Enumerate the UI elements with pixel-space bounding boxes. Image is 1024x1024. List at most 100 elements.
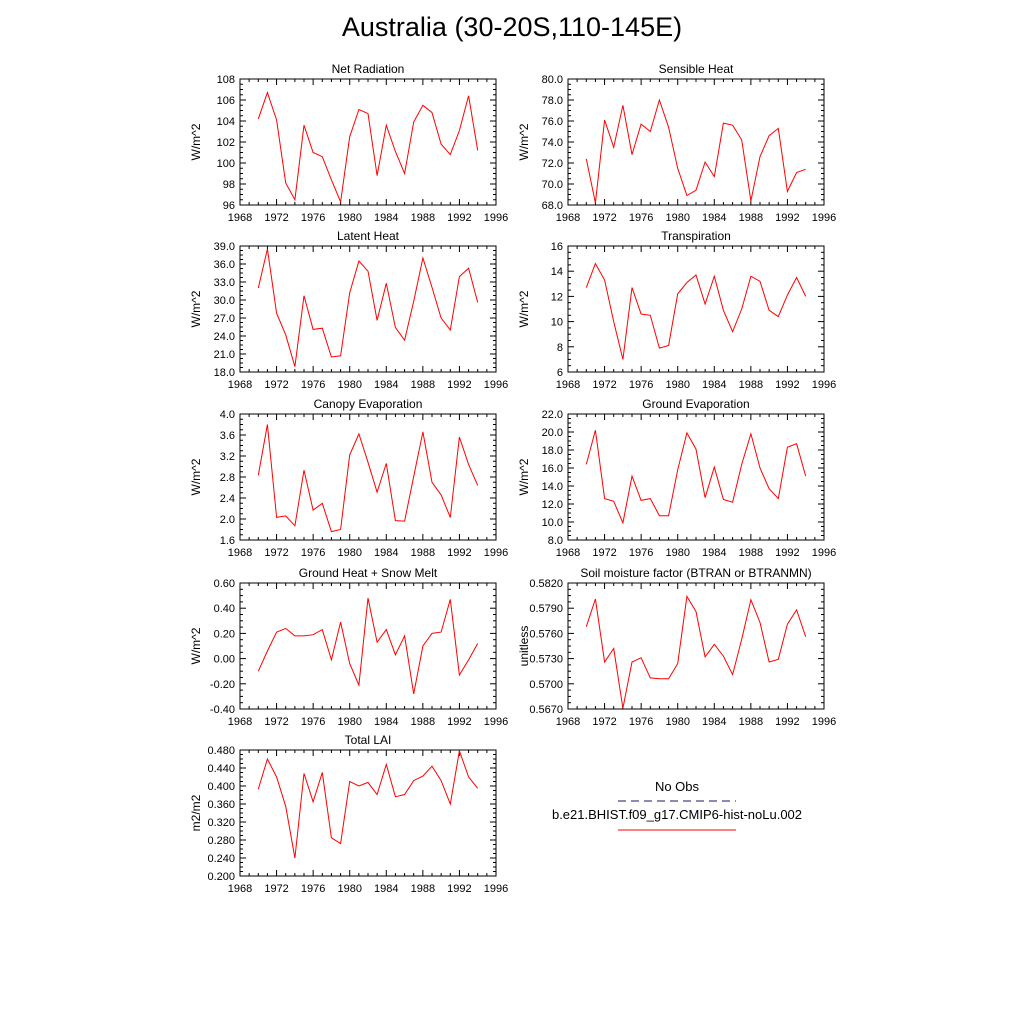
x-tick-label: 1992 — [447, 547, 471, 559]
x-tick-label: 1992 — [775, 716, 799, 728]
x-tick-label: 1992 — [447, 883, 471, 895]
y-tick-label: 0.280 — [207, 835, 235, 847]
x-tick-label: 1976 — [629, 212, 653, 224]
panel-6: Ground Heat + Snow Melt W/m^2 1968 1972 1976… — [189, 566, 508, 728]
x-tick-label: 1996 — [484, 883, 508, 895]
y-tick-label: 10.0 — [542, 517, 563, 529]
x-tick-label: 1988 — [411, 212, 435, 224]
y-tick-label: 12 — [551, 291, 563, 303]
series-line — [257, 91, 479, 204]
series-line — [585, 98, 806, 204]
plot-frame — [567, 245, 825, 373]
x-tick-label: 1968 — [556, 547, 580, 559]
y-tick-label: 70.0 — [542, 179, 563, 191]
x-tick-label: 1996 — [484, 547, 508, 559]
panel-3: Transpiration W/m^2 1968 1972 1976 1980 1984 19… — [517, 229, 836, 391]
y-axis-label: W/m^2 — [189, 290, 203, 327]
y-tick-label: 33.0 — [214, 277, 235, 289]
y-tick-label: 21.0 — [214, 349, 235, 361]
x-tick-label: 1968 — [228, 883, 252, 895]
x-tick-label: 1972 — [592, 716, 616, 728]
y-tick-label: 16.0 — [542, 463, 563, 475]
x-tick-label: 1976 — [301, 547, 325, 559]
y-tick-label: 80.0 — [542, 74, 563, 86]
y-tick-label: 14.0 — [542, 481, 563, 493]
x-tick-label: 1984 — [374, 212, 398, 224]
x-tick-label: 1976 — [301, 212, 325, 224]
y-tick-label: 0.5790 — [529, 603, 563, 615]
plot-frame — [567, 582, 825, 710]
x-tick-label: 1988 — [739, 212, 763, 224]
y-tick-label: 0.5730 — [529, 654, 563, 666]
x-tick-label: 1972 — [264, 212, 288, 224]
y-tick-label: 22.0 — [542, 409, 563, 421]
x-tick-label: 1988 — [411, 883, 435, 895]
x-tick-label: 1968 — [556, 379, 580, 391]
x-tick-label: 1996 — [484, 212, 508, 224]
y-tick-label: 0.480 — [207, 745, 235, 757]
y-tick-label: 0.5700 — [529, 679, 563, 691]
y-tick-label: 1.6 — [220, 535, 235, 547]
x-tick-label: 1976 — [629, 716, 653, 728]
x-tick-label: 1980 — [337, 212, 361, 224]
series-line — [585, 594, 807, 709]
panel-title: Soil moisture factor (BTRAN or BTRANMN) — [580, 566, 811, 580]
x-tick-label: 1968 — [556, 212, 580, 224]
page-title: Australia (30-20S,110-145E) — [341, 12, 683, 42]
y-tick-label: 3.6 — [220, 430, 235, 442]
y-tick-label: 2.4 — [220, 493, 235, 505]
panel-8: Total LAI m2/m2 1968 1972 1976 1980 1984 1988 19… — [189, 733, 508, 895]
y-tick-label: 16 — [551, 241, 563, 253]
panel-2: Latent Heat W/m^2 1968 1972 1976 1980 1984 1988… — [189, 229, 508, 391]
y-tick-label: 8 — [557, 342, 563, 354]
panel-title: Transpiration — [661, 229, 731, 243]
panel-title: Latent Heat — [337, 229, 400, 243]
panel-title: Total LAI — [345, 733, 392, 747]
x-tick-label: 1968 — [228, 547, 252, 559]
x-tick-label: 1972 — [264, 716, 288, 728]
x-tick-label: 1972 — [592, 212, 616, 224]
x-tick-label: 1988 — [411, 716, 435, 728]
y-tick-label: 0.360 — [207, 799, 235, 811]
x-tick-label: 1980 — [665, 716, 689, 728]
x-tick-label: 1968 — [556, 716, 580, 728]
series-line — [585, 262, 807, 360]
x-tick-label: 1984 — [374, 883, 398, 895]
y-tick-label: 0.60 — [214, 578, 235, 590]
plot-frame — [239, 749, 497, 877]
plot-frame — [239, 245, 497, 373]
panel-5: Ground Evaporation W/m^2 1968 1972 1976 1980 1… — [517, 397, 836, 559]
plot-frame — [567, 413, 825, 541]
y-tick-label: 30.0 — [214, 295, 235, 307]
y-axis-label: W/m^2 — [517, 123, 531, 160]
x-tick-label: 1980 — [337, 379, 361, 391]
x-tick-label: 1976 — [301, 379, 325, 391]
y-tick-label: 36.0 — [214, 259, 235, 271]
y-tick-label: 96 — [223, 200, 235, 212]
y-axis-label: W/m^2 — [189, 627, 203, 664]
panel-0: Net Radiation W/m^2 1968 1972 1976 1980 1984 19… — [189, 62, 508, 224]
x-tick-label: 1996 — [484, 716, 508, 728]
y-tick-label: 78.0 — [542, 95, 563, 107]
y-tick-label: 0.320 — [207, 817, 235, 829]
y-tick-label: 0.5760 — [529, 628, 563, 640]
y-tick-label: 106 — [217, 95, 235, 107]
y-tick-label: 0.20 — [214, 628, 235, 640]
x-tick-label: 1984 — [374, 547, 398, 559]
y-tick-label: 20.0 — [542, 427, 563, 439]
y-axis-label: unitless — [517, 626, 531, 667]
x-tick-label: 1984 — [702, 379, 726, 391]
x-tick-label: 1992 — [447, 716, 471, 728]
x-tick-label: 1988 — [739, 379, 763, 391]
x-tick-label: 1968 — [228, 379, 252, 391]
panel-7: Soil moisture factor (BTRAN or BTRANMN) u… — [517, 566, 836, 728]
y-tick-label: 8.0 — [548, 535, 563, 547]
y-tick-label: 108 — [217, 74, 235, 86]
plot-frame — [567, 78, 825, 206]
y-tick-label: 39.0 — [214, 241, 235, 253]
x-tick-label: 1988 — [739, 547, 763, 559]
x-tick-label: 1992 — [775, 212, 799, 224]
x-tick-label: 1992 — [447, 212, 471, 224]
x-tick-label: 1988 — [411, 379, 435, 391]
